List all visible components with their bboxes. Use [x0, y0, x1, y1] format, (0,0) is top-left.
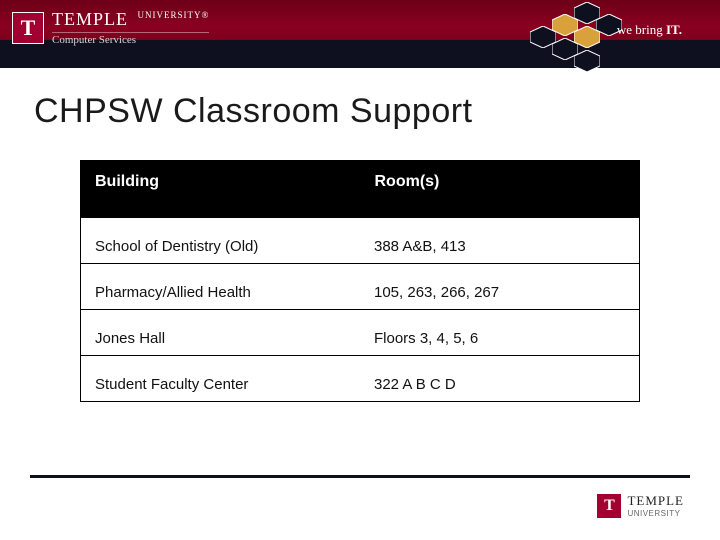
footer-main: TEMPLE [627, 493, 684, 509]
header: T TEMPLE UNIVERSITY® Computer Services w… [0, 0, 720, 68]
table-header-row: Building Room(s) [81, 161, 640, 218]
col-rooms: Room(s) [360, 161, 640, 218]
col-building: Building [81, 161, 361, 218]
table-cell: Pharmacy/Allied Health [81, 264, 361, 310]
logo-university-text: UNIVERSITY® [138, 10, 210, 20]
table-row: Student Faculty Center322 A B C D [81, 356, 640, 402]
hex-icon [574, 50, 600, 72]
table-row: Pharmacy/Allied Health105, 263, 266, 267 [81, 264, 640, 310]
logo-text: TEMPLE UNIVERSITY® Computer Services [52, 10, 209, 46]
logo-subtext: Computer Services [52, 32, 209, 47]
tagline: we bring IT. [617, 22, 682, 38]
classroom-table: Building Room(s) School of Dentistry (Ol… [80, 160, 640, 402]
footer-divider [30, 475, 690, 478]
logo-wordmark: TEMPLE UNIVERSITY® [52, 10, 209, 29]
footer-sub: UNIVERSITY [627, 509, 684, 518]
page-title: CHPSW Classroom Support [34, 92, 473, 131]
table-cell: 105, 263, 266, 267 [360, 264, 640, 310]
footer-logo: T TEMPLE UNIVERSITY [597, 493, 684, 518]
logo-top: T TEMPLE UNIVERSITY® Computer Services [12, 10, 209, 46]
table-row: Jones HallFloors 3, 4, 5, 6 [81, 310, 640, 356]
table-cell: Student Faculty Center [81, 356, 361, 402]
table-cell: 388 A&B, 413 [360, 218, 640, 264]
slide: T TEMPLE UNIVERSITY® Computer Services w… [0, 0, 720, 540]
table-cell: Jones Hall [81, 310, 361, 356]
table-cell: 322 A B C D [360, 356, 640, 402]
tagline-bold: IT. [666, 22, 682, 37]
footer-logo-text: TEMPLE UNIVERSITY [627, 493, 684, 518]
table-cell: School of Dentistry (Old) [81, 218, 361, 264]
temple-t-icon: T [12, 12, 44, 44]
logo-main-text: TEMPLE [52, 9, 128, 29]
table-row: School of Dentistry (Old)388 A&B, 413 [81, 218, 640, 264]
tagline-plain: we bring [617, 22, 666, 37]
footer-t-icon: T [597, 494, 621, 518]
table-cell: Floors 3, 4, 5, 6 [360, 310, 640, 356]
